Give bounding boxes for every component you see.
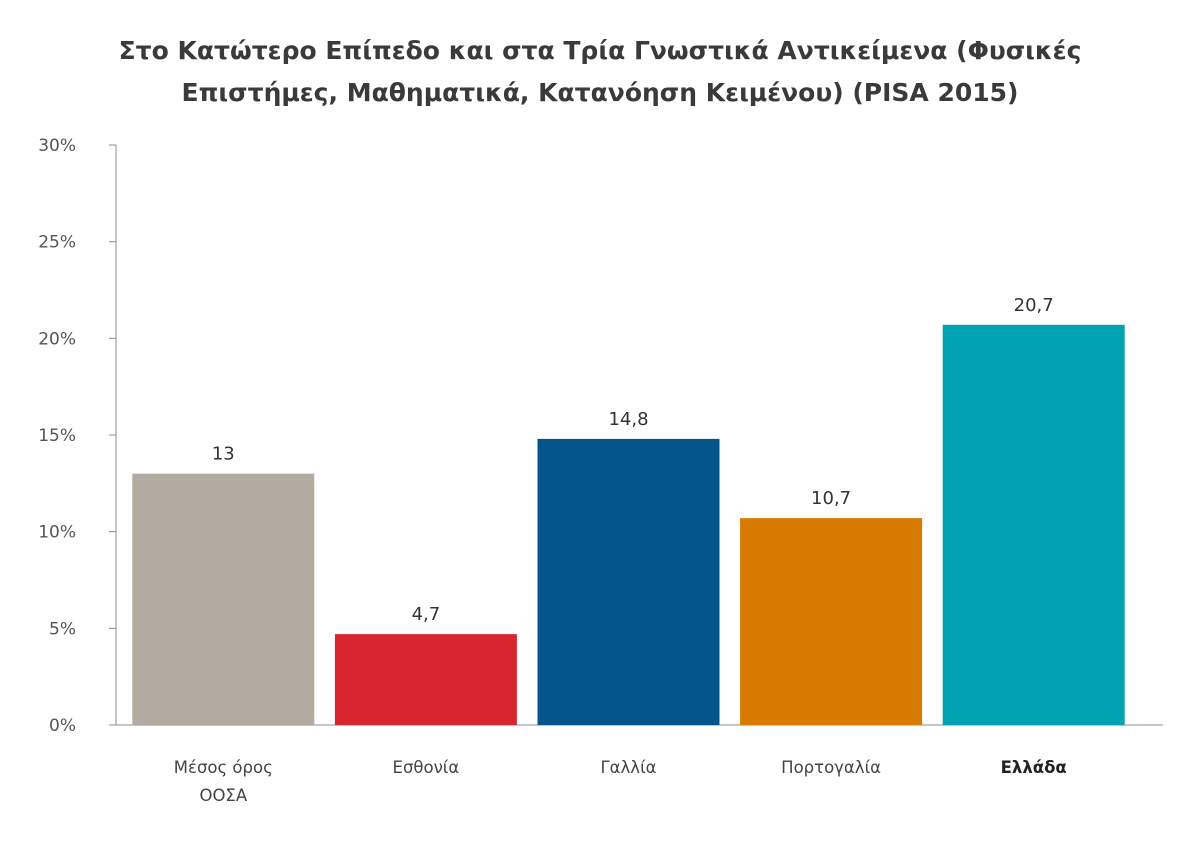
x-tick-label: Ελλάδα (1001, 758, 1067, 777)
chart-title-line-2: Επιστήμες, Μαθηματικά, Κατανόηση Κειμένο… (181, 78, 1019, 107)
x-tick-label: ΟΟΣΑ (199, 786, 247, 805)
data-label: 20,7 (1014, 295, 1054, 316)
x-tick-label: Πορτογαλία (781, 758, 881, 777)
y-tick-label: 20% (38, 329, 76, 349)
x-tick-label: Γαλλία (600, 758, 656, 777)
bar (942, 324, 1125, 725)
bar (334, 634, 517, 725)
data-label: 10,7 (811, 488, 851, 509)
chart-title: Στο Κατώτερο Επίπεδο και στα Τρία Γνωστι… (0, 30, 1200, 114)
chart-title-line-1: Στο Κατώτερο Επίπεδο και στα Τρία Γνωστι… (118, 36, 1082, 65)
y-tick-label: 30% (38, 136, 76, 156)
y-tick-label: 0% (49, 716, 76, 736)
y-tick-label: 10% (38, 523, 76, 543)
y-tick-label: 25% (38, 233, 76, 253)
bar (132, 473, 315, 725)
x-tick-label: Μέσος όρος (174, 758, 273, 777)
x-tick-label: Εσθονία (393, 758, 460, 777)
bar (537, 438, 720, 725)
data-label: 14,8 (608, 409, 648, 430)
bar (740, 518, 923, 725)
data-label: 4,7 (412, 604, 441, 625)
y-tick-label: 15% (38, 426, 76, 446)
y-tick-label: 5% (49, 619, 76, 639)
data-label: 13 (212, 444, 235, 465)
